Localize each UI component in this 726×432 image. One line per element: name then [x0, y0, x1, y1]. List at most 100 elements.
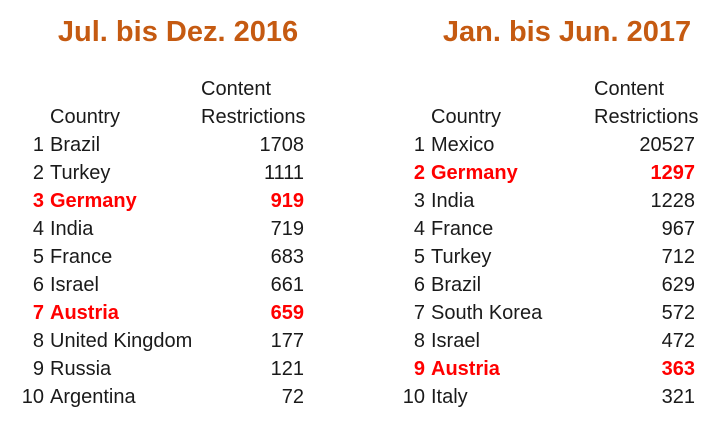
country-cell: Israel: [431, 330, 480, 352]
value-cell: 719: [270, 218, 304, 240]
table-row: 1 Mexico 20527: [399, 131, 695, 159]
value-cell: 572: [661, 302, 695, 324]
rank-cell: 2: [32, 162, 44, 184]
country-cell: Germany: [431, 162, 518, 184]
header-spacer: [18, 75, 44, 103]
country-column-header: Country: [431, 106, 502, 128]
table-row: 4 France 967: [399, 215, 695, 243]
value-column-header-line2: Restrictions: [201, 106, 306, 128]
rank-cell: 2: [413, 162, 425, 184]
rank-cell: 3: [32, 190, 44, 212]
rank-cell: 6: [32, 274, 44, 296]
value-cell: 177: [270, 330, 304, 352]
table-row: 9 Austria 363: [399, 355, 695, 383]
header-row-labels: Country Restrictions: [18, 103, 306, 131]
rank-cell: 7: [413, 302, 425, 324]
country-cell: Argentina: [50, 386, 136, 408]
table-row: 3 India 1228: [399, 187, 695, 215]
header-spacer: [399, 103, 425, 131]
table-row: 8 United Kingdom 177: [18, 327, 304, 355]
rank-cell: 9: [413, 358, 425, 380]
rank-cell: 3: [413, 190, 425, 212]
country-cell: Brazil: [431, 274, 482, 296]
rank-cell: 4: [413, 218, 425, 240]
table-row: 10 Argentina 72: [18, 383, 304, 411]
value-column-header-line2: Restrictions: [594, 106, 699, 128]
value-cell: 363: [661, 358, 695, 380]
rank-cell: 10: [402, 386, 425, 408]
country-cell: Mexico: [431, 134, 495, 156]
table-row: 1 Brazil 1708: [18, 131, 304, 159]
table-title-2016-h2: Jul. bis Dez. 2016: [57, 16, 299, 48]
table-row: 2 Turkey 1111: [18, 159, 304, 187]
value-cell: 712: [661, 246, 695, 268]
header-row-content: Content: [399, 75, 695, 103]
rank-cell: 5: [32, 246, 44, 268]
value-cell: 629: [661, 274, 695, 296]
rank-cell: 6: [413, 274, 425, 296]
value-cell: 20527: [639, 134, 695, 156]
header-spacer: [399, 75, 425, 103]
value-column-header-line1: Content: [201, 78, 272, 100]
rank-cell: 4: [32, 218, 44, 240]
rank-cell: 8: [413, 330, 425, 352]
table-row: 3 Germany 919: [18, 187, 304, 215]
value-column-header-line1: Content: [594, 78, 665, 100]
table-row: 7 Austria 659: [18, 299, 304, 327]
table-body: 1 Mexico 20527 2 Germany 1297 3 India 12…: [399, 131, 695, 411]
rank-cell: 1: [32, 134, 44, 156]
table-row: 5 France 683: [18, 243, 304, 271]
value-cell: 919: [270, 190, 304, 212]
country-cell: Israel: [50, 274, 99, 296]
value-cell: 1228: [650, 190, 696, 212]
country-column-header: Country: [50, 106, 121, 128]
country-cell: France: [431, 218, 494, 240]
table-row: 6 Brazil 629: [399, 271, 695, 299]
table-body: 1 Brazil 1708 2 Turkey 1111 3 Germany 91…: [18, 131, 304, 411]
table-row: 2 Germany 1297: [399, 159, 695, 187]
value-cell: 661: [270, 274, 304, 296]
country-cell: Brazil: [50, 134, 101, 156]
value-cell: 1111: [263, 162, 304, 184]
country-cell: Turkey: [431, 246, 492, 268]
ranking-table-2016-h2: Content Country Restrictions 1 Brazil 17…: [18, 75, 306, 411]
rank-cell: 9: [32, 358, 44, 380]
table-row: 6 Israel 661: [18, 271, 304, 299]
rank-cell: 5: [413, 246, 425, 268]
table-row: 10 Italy 321: [399, 383, 695, 411]
value-cell: 72: [281, 386, 304, 408]
country-cell: Austria: [431, 358, 500, 380]
rank-cell: 7: [32, 302, 44, 324]
value-cell: 121: [270, 358, 304, 380]
header-row-content: Content: [18, 75, 304, 103]
value-cell: 967: [661, 218, 695, 240]
rank-cell: 10: [21, 386, 44, 408]
country-cell: Turkey: [50, 162, 111, 184]
country-cell: United Kingdom: [50, 330, 193, 352]
country-cell: India: [50, 218, 94, 240]
value-cell: 683: [270, 246, 304, 268]
table-row: 4 India 719: [18, 215, 304, 243]
header-spacer: [44, 75, 201, 103]
value-cell: 659: [270, 302, 304, 324]
ranking-table-2017-h1: Content Country Restrictions 1 Mexico 20…: [399, 75, 699, 411]
country-cell: France: [50, 246, 113, 268]
value-cell: 321: [661, 386, 695, 408]
table-row: 9 Russia 121: [18, 355, 304, 383]
country-cell: India: [431, 190, 475, 212]
header-row-labels: Country Restrictions: [399, 103, 699, 131]
table-row: 7 South Korea 572: [399, 299, 695, 327]
header-spacer: [18, 103, 44, 131]
value-cell: 472: [661, 330, 695, 352]
value-cell: 1297: [650, 162, 696, 184]
table-row: 8 Israel 472: [399, 327, 695, 355]
country-cell: Russia: [50, 358, 112, 380]
country-cell: South Korea: [431, 302, 543, 324]
header-spacer: [425, 75, 594, 103]
country-cell: Germany: [50, 190, 137, 212]
country-cell: Austria: [50, 302, 119, 324]
rank-cell: 1: [413, 134, 425, 156]
table-title-2017-h1: Jan. bis Jun. 2017: [442, 16, 692, 48]
rank-cell: 8: [32, 330, 44, 352]
